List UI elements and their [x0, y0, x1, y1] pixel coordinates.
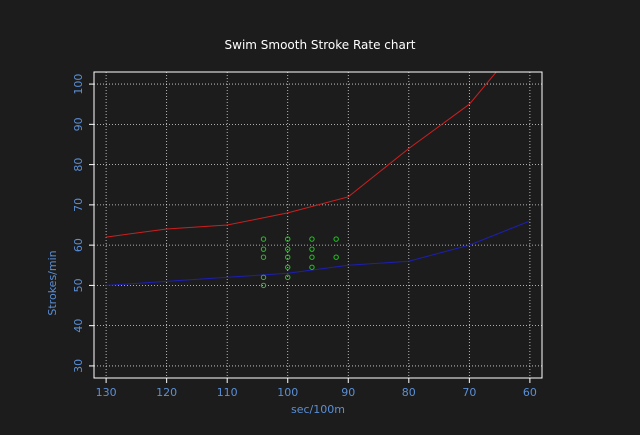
x-tick-label: 80: [402, 386, 416, 399]
y-tick-label: 80: [72, 158, 85, 172]
data-point: [260, 274, 267, 281]
x-tick-label: 70: [462, 386, 476, 399]
grid: [94, 72, 542, 378]
y-tick-label: 100: [72, 74, 85, 95]
data-point: [285, 236, 291, 242]
data-point: [309, 264, 315, 270]
axis-ticks: 130 120 110 100 90 80 70 60 30 40 50 60 70 80 90 100: [72, 74, 537, 399]
lower-limit-line: [106, 220, 531, 286]
data-point: [309, 236, 315, 242]
x-tick-label: 90: [341, 386, 355, 399]
data-point: [309, 254, 315, 260]
x-tick-label: 110: [217, 386, 238, 399]
x-tick-label: 130: [96, 386, 117, 399]
data-point: [285, 274, 291, 281]
y-tick-label: 70: [72, 198, 85, 212]
data-point: [309, 246, 315, 252]
x-tick-label: 120: [156, 386, 177, 399]
data-point: [260, 254, 267, 260]
data-point: [260, 246, 267, 252]
y-axis-label: Strokes/min: [46, 250, 59, 315]
y-tick-label: 40: [72, 319, 85, 333]
y-tick-label: 90: [72, 117, 85, 131]
y-tick-label: 50: [72, 278, 85, 292]
x-tick-label: 100: [277, 386, 298, 399]
y-tick-label: 60: [72, 238, 85, 252]
data-point: [333, 254, 339, 260]
data-point: [260, 282, 267, 289]
x-tick-label: 60: [523, 386, 537, 399]
data-point: [285, 264, 291, 270]
x-axis-label: sec/100m: [291, 403, 345, 416]
data-point: [333, 236, 339, 242]
plot-frame: [93, 71, 543, 379]
data-point: [285, 254, 291, 260]
upper-limit-line: [106, 72, 497, 238]
data-point: [285, 246, 291, 252]
data-point: [260, 236, 267, 242]
y-tick-label: 30: [72, 359, 85, 373]
plot-series: [106, 72, 531, 289]
chart-title: Swim Smooth Stroke Rate chart: [225, 38, 416, 52]
